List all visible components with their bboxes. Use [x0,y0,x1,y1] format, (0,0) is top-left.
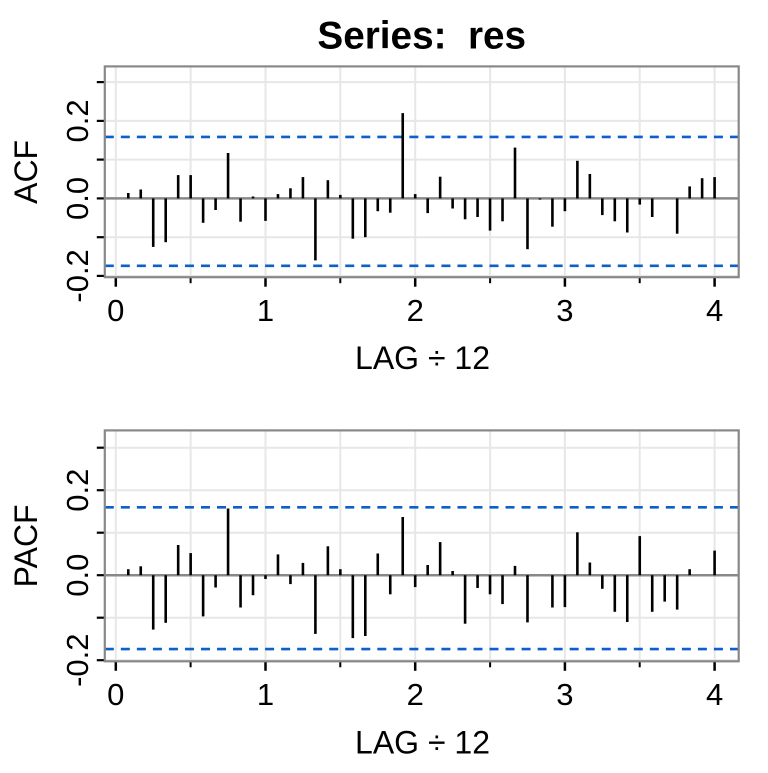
svg-text:-0.2: -0.2 [60,633,95,686]
svg-text:0.0: 0.0 [60,177,95,220]
svg-text:1: 1 [257,293,274,328]
svg-text:1: 1 [257,677,274,712]
svg-text:0: 0 [107,677,124,712]
svg-text:0: 0 [107,293,124,328]
svg-text:3: 3 [556,677,573,712]
svg-text:0.2: 0.2 [60,469,95,512]
svg-text:PACF: PACF [8,504,44,587]
svg-text:ACF: ACF [8,140,44,204]
svg-text:Series: res: Series: res [317,15,526,58]
svg-text:LAG ÷ 12: LAG ÷ 12 [355,724,490,760]
svg-text:2: 2 [407,293,424,328]
svg-text:3: 3 [556,293,573,328]
svg-text:2: 2 [407,677,424,712]
svg-text:4: 4 [706,293,723,328]
svg-text:0.2: 0.2 [60,99,95,142]
svg-text:LAG ÷ 12: LAG ÷ 12 [355,340,490,376]
svg-text:-0.2: -0.2 [60,249,95,302]
svg-text:4: 4 [706,677,723,712]
svg-text:0.0: 0.0 [60,554,95,597]
